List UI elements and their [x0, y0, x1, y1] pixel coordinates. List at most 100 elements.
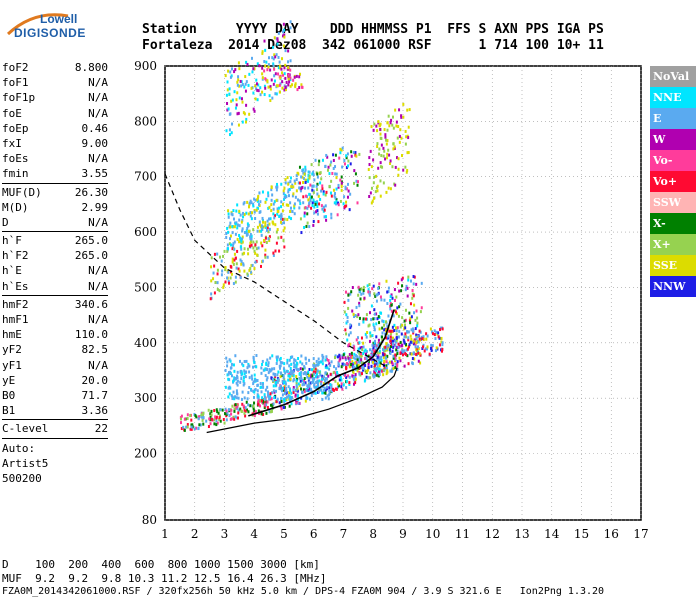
echo-point [266, 255, 269, 259]
echo-point [270, 403, 273, 407]
echo-point [292, 192, 295, 196]
echo-point [321, 362, 324, 366]
echo-point [344, 204, 347, 208]
echo-point [385, 138, 388, 142]
echo-point [210, 413, 213, 417]
echo-point [312, 184, 315, 188]
echo-point [322, 192, 325, 196]
echo-point [352, 376, 355, 380]
echo-point [264, 374, 267, 378]
echo-point [378, 346, 381, 350]
echo-point [283, 35, 286, 39]
echo-point [235, 377, 238, 381]
echo-point [232, 282, 235, 286]
echo-point [230, 374, 233, 378]
param-row-fmin: fmin 3.55 [2, 166, 108, 181]
echo-point [271, 403, 274, 407]
echo-point [294, 195, 297, 199]
x-tick-label: 5 [280, 527, 288, 541]
echo-point [376, 189, 379, 193]
echo-point [308, 176, 311, 180]
echo-point [259, 200, 262, 204]
divider [2, 182, 108, 184]
echo-point [302, 379, 305, 383]
echo-point [272, 384, 275, 388]
autoscaling-info: Auto: Artist5 500200 [2, 441, 108, 487]
echo-point [239, 79, 242, 83]
echo-point [393, 328, 396, 332]
echo-point [297, 398, 300, 402]
echo-point [233, 258, 236, 262]
echo-point [262, 412, 265, 416]
echo-point [419, 330, 422, 334]
echo-point [299, 360, 302, 364]
echo-point [263, 39, 266, 43]
echo-point [241, 402, 244, 406]
echo-point [245, 400, 248, 404]
echo-point [212, 271, 215, 275]
x-tick-label: 10 [425, 527, 440, 541]
echo-point [225, 235, 228, 239]
echo-point [300, 374, 303, 378]
echo-point [265, 228, 268, 232]
echo-point [191, 425, 194, 429]
echo-point [397, 157, 400, 161]
echo-point [222, 283, 225, 287]
echo-point [256, 253, 259, 257]
echo-point [377, 370, 380, 374]
echo-point [273, 36, 276, 40]
echo-point [377, 338, 380, 342]
echo-point [344, 358, 347, 362]
echo-point [349, 292, 352, 296]
echo-point [315, 363, 318, 367]
echo-point [285, 203, 288, 207]
echo-point [214, 415, 217, 419]
echo-point [318, 159, 321, 163]
param-row-fxi: fxI 9.00 [2, 136, 108, 151]
echo-point [234, 395, 237, 399]
echo-point [252, 365, 255, 369]
echo-point [366, 284, 369, 288]
echo-point [407, 338, 410, 342]
echo-point [343, 162, 346, 166]
echo-point [360, 360, 363, 364]
echo-point [249, 267, 252, 271]
echo-point [407, 345, 410, 349]
echo-point [353, 348, 356, 352]
echo-point [375, 124, 378, 128]
echo-point [340, 385, 343, 389]
echo-point [256, 206, 259, 210]
echo-point [261, 362, 264, 366]
echo-point [403, 364, 406, 368]
echo-point [231, 122, 234, 126]
echo-point [312, 370, 315, 374]
echo-point [376, 184, 379, 188]
echo-point [227, 230, 230, 234]
param-value: N/A [88, 152, 108, 166]
echo-point [230, 243, 233, 247]
echo-point [317, 220, 320, 224]
echo-point [398, 329, 401, 333]
echo-point [312, 198, 315, 202]
echo-point [403, 319, 406, 323]
param-name: h`F [2, 234, 22, 248]
echo-point [301, 390, 304, 394]
echo-point [378, 351, 381, 355]
echo-point [237, 411, 240, 415]
echo-point [377, 341, 380, 345]
echo-point [341, 356, 344, 360]
echo-point [327, 359, 330, 363]
echo-point [323, 215, 326, 219]
echo-point [310, 387, 313, 391]
echo-point [248, 72, 251, 76]
echo-point [291, 372, 294, 376]
echo-point [228, 281, 231, 285]
echo-point [283, 362, 286, 366]
echo-point [247, 391, 250, 395]
echo-point [270, 397, 273, 401]
echo-point [419, 353, 422, 357]
echo-point [369, 371, 372, 375]
param-name: fxI [2, 136, 22, 150]
echo-point [324, 388, 327, 392]
echo-point [247, 205, 250, 209]
